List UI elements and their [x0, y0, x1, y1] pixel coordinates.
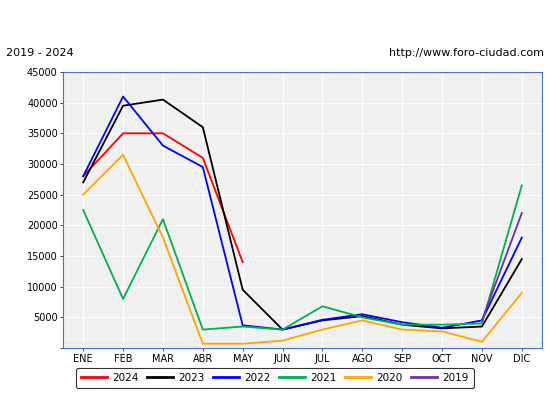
- Legend: 2024, 2023, 2022, 2021, 2020, 2019: 2024, 2023, 2022, 2021, 2020, 2019: [76, 368, 474, 388]
- Text: http://www.foro-ciudad.com: http://www.foro-ciudad.com: [389, 48, 544, 58]
- Text: Evolucion Nº Turistas Nacionales en el municipio de Monachil: Evolucion Nº Turistas Nacionales en el m…: [45, 12, 505, 26]
- Text: 2019 - 2024: 2019 - 2024: [6, 48, 73, 58]
